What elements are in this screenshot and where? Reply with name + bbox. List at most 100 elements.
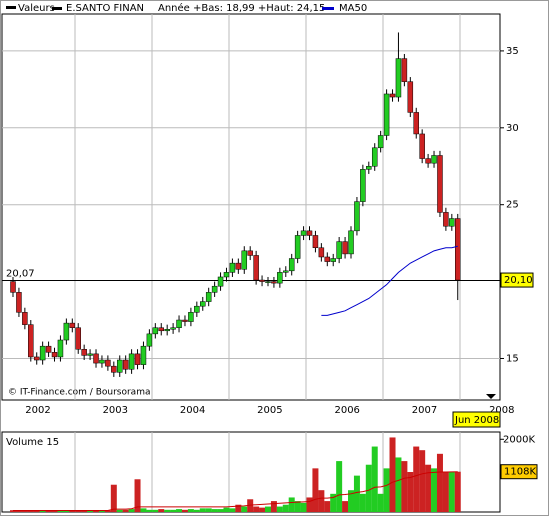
volume-bar [199, 508, 206, 512]
candle-body [449, 218, 455, 227]
candle-body [259, 279, 265, 282]
volume-bar [134, 479, 141, 512]
volume-bar [318, 490, 325, 512]
legend-swatch [6, 6, 16, 9]
y-tick-label: 35 [506, 46, 519, 57]
volume-bar [330, 493, 337, 512]
volume-bar [395, 457, 402, 512]
volume-bar [371, 446, 378, 512]
volume-bar [348, 490, 355, 512]
candle-body [134, 353, 141, 365]
legend-swatch [52, 7, 62, 10]
candle-body [93, 353, 99, 364]
candle-body [188, 312, 194, 322]
candle-body [283, 270, 289, 273]
volume-bar [253, 506, 260, 512]
candle-body [253, 255, 259, 281]
volume-bar [300, 502, 307, 512]
candle-body [336, 241, 342, 259]
candle-body [28, 324, 34, 358]
volume-bar [401, 461, 408, 512]
candle-body [176, 319, 182, 328]
candle-body [389, 93, 396, 98]
y-tick-label: 25 [506, 200, 519, 211]
candle-body [140, 345, 147, 365]
candle-body [164, 329, 170, 332]
last-price-box [500, 272, 534, 288]
candle-body [75, 327, 81, 350]
candle-body [265, 281, 271, 283]
x-tick-label: 2008 [489, 405, 514, 416]
volume-bar [98, 510, 105, 512]
candle-body [324, 256, 331, 262]
candle-body [395, 58, 402, 98]
x-tick-label: 2002 [25, 405, 50, 416]
volume-bar [407, 472, 414, 512]
candle-body [39, 345, 46, 361]
candle-body [182, 319, 188, 322]
candle-body [16, 292, 22, 313]
candle-body [300, 230, 307, 236]
credit: © IT-Finance.com / Boursorama [8, 388, 150, 398]
reference-label: 20,07 [6, 269, 35, 280]
volume-bar [389, 437, 396, 512]
candle-body [241, 250, 248, 270]
x-tick-label: 2004 [180, 405, 205, 416]
candle-body [158, 327, 164, 332]
legend-swatch [322, 7, 334, 10]
last-price-label: 20,10 [504, 275, 533, 286]
candle-body [22, 312, 28, 325]
price-panel [1, 13, 501, 401]
volume-bar [342, 501, 349, 512]
volume-bar [10, 510, 16, 512]
volume-bar [93, 510, 100, 512]
candle-body [194, 305, 200, 313]
volume-bar [110, 484, 117, 512]
candle-body [401, 58, 408, 82]
candle-body [116, 359, 123, 373]
volume-bar [365, 464, 372, 512]
volume-bar [324, 501, 331, 512]
candle-body [87, 353, 93, 356]
volume-bar [448, 472, 455, 512]
volume-bar [104, 510, 111, 512]
volume-bar [122, 509, 129, 512]
candle-body [407, 81, 414, 113]
candle-body [223, 272, 230, 278]
volume-bar [217, 509, 224, 512]
volume-bar [176, 509, 183, 512]
volume-bar [336, 461, 343, 512]
candle-body [111, 365, 117, 373]
y-tick-label: 30 [506, 123, 519, 134]
legend-ma: MA50 [339, 3, 367, 14]
volume-bar [436, 453, 443, 512]
volume-bar [383, 468, 390, 512]
candle-body [33, 356, 40, 361]
volume-bar [128, 509, 135, 512]
chart-title: E.SANTO FINAN [66, 3, 144, 14]
x-tick-label: 2006 [334, 405, 359, 416]
candle-body [45, 345, 52, 353]
x-tick-label: 2003 [103, 405, 128, 416]
date-box [452, 411, 501, 428]
volume-bar [419, 450, 426, 512]
volume-bar [21, 510, 28, 512]
candle-body [247, 250, 253, 256]
volume-bar [235, 504, 242, 512]
candle-body [437, 155, 443, 213]
volume-bar [229, 508, 236, 512]
volume-bar [51, 510, 58, 512]
candle-body [105, 359, 111, 367]
volume-bar [377, 493, 384, 512]
volume-bar [413, 446, 420, 512]
volume-bar [57, 510, 64, 512]
candle-body [443, 212, 449, 227]
candle-body [152, 327, 159, 335]
volume-bar [282, 504, 289, 512]
volume-bar [81, 510, 88, 512]
volume-bar [306, 497, 313, 512]
volume-bar [69, 510, 76, 512]
volume-bar [294, 501, 301, 512]
volume-bar [270, 501, 277, 512]
